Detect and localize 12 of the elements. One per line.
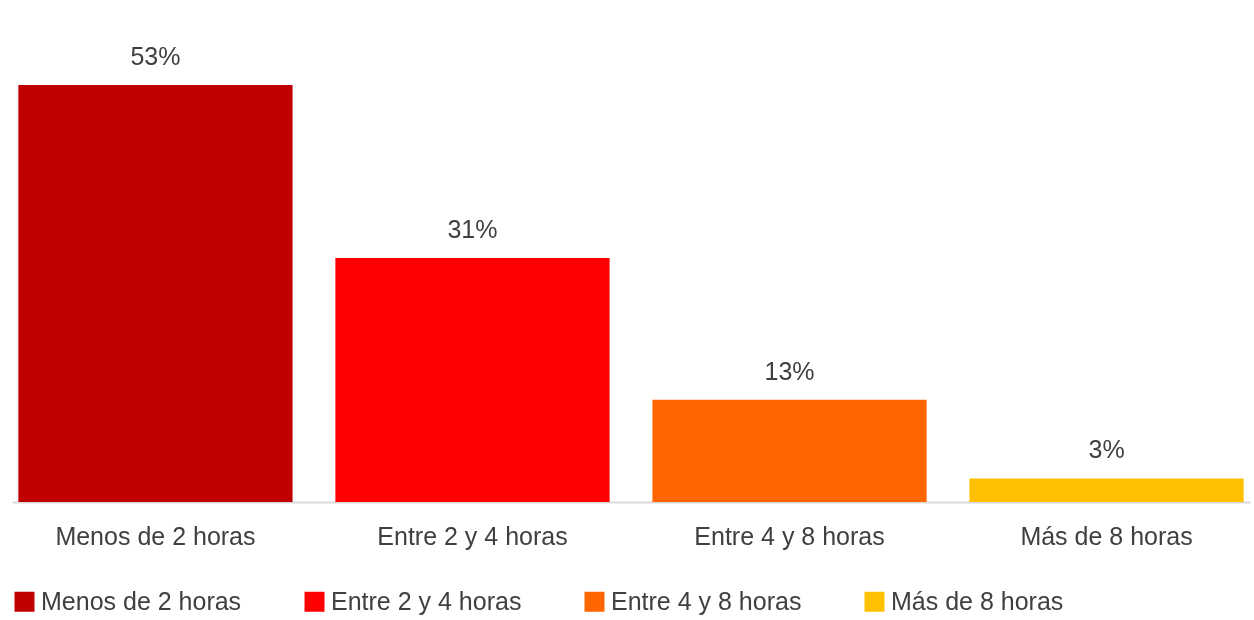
x-tick-label: Menos de 2 horas: [55, 521, 256, 550]
x-tick-label: Entre 2 y 4 horas: [377, 521, 568, 550]
x-tick-label: Más de 8 horas: [1020, 521, 1193, 550]
legend-label: Entre 2 y 4 horas: [331, 586, 522, 615]
data-label: 13%: [764, 356, 815, 385]
legend-label: Entre 4 y 8 horas: [611, 586, 802, 615]
data-label: 53%: [130, 42, 181, 70]
data-label: 3%: [1088, 435, 1125, 464]
x-tick-label: Entre 4 y 8 horas: [694, 521, 885, 550]
legend-label: Más de 8 horas: [891, 586, 1064, 615]
legend-label: Menos de 2 horas: [41, 586, 242, 615]
data-label: 31%: [447, 215, 498, 244]
